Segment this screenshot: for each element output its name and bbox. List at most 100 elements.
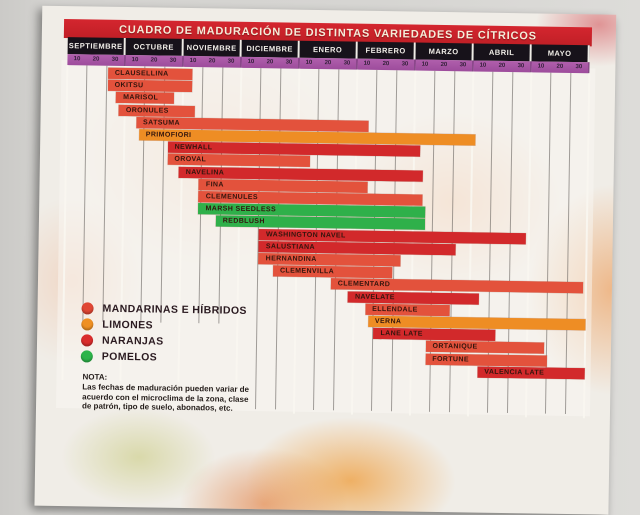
month-header-enero: ENERO [299, 40, 358, 59]
day-tick-label: 10 [131, 57, 139, 64]
legend-label: MANDARINAS E HÍBRIDOS [102, 302, 247, 317]
tick-cell-abril: 10 20 30 [473, 60, 532, 73]
bar-label: CLAUSELLINA [114, 69, 169, 78]
bar-ortanique: ORTANIQUE [425, 341, 545, 355]
bar-clausellina: CLAUSELLINA [107, 67, 193, 81]
legend-color-dot [80, 350, 93, 363]
bar-lane-late: LANE LATE [373, 328, 496, 342]
day-tick-label: 30 [285, 59, 293, 66]
month-header-mayo: MAYO [531, 44, 590, 63]
bar-label: CLEMENULES [205, 193, 259, 202]
bar-label: PRIMOFIORI [145, 131, 192, 140]
bar-ellendale: ELLENDALE [365, 303, 450, 316]
bar-label: VALENCIA LATE [484, 368, 545, 377]
bar-label: VERNA [374, 317, 402, 326]
day-tick-label: 20 [150, 57, 158, 64]
legend-label: POMELOS [101, 350, 158, 364]
tick-cell-octubre: 10 20 30 [125, 55, 184, 67]
month-header-febrero: FEBRERO [357, 41, 416, 60]
day-tick-label: 30 [227, 58, 235, 65]
month-label: ENERO [312, 44, 343, 55]
bar-label: ORONULES [125, 106, 169, 115]
bar-oroval: OROVAL [167, 154, 310, 168]
legend: MANDARINAS E HÍBRIDOS LIMONES NARANJAS POME… [80, 302, 247, 369]
bar-navelate: NAVELATE [347, 291, 479, 305]
bar-label: SATSUMA [143, 119, 181, 127]
legend-color-dot [81, 302, 94, 315]
bar-label: MARSH SEEDLESS [205, 205, 277, 214]
day-tick-label: 30 [401, 61, 409, 68]
poster: CUADRO DE MADURACIÓN DE DISTINTAS VARIED… [34, 5, 617, 515]
note-line: de patrón, tipo de suelo, abonados, etc. [81, 401, 233, 413]
month-label: ABRIL [488, 47, 515, 58]
bar-fortune: FORTUNE [425, 353, 548, 367]
bar-hernandina: HERNANDINA [258, 253, 401, 267]
tick-cell-marzo: 10 20 30 [415, 59, 474, 72]
legend-item-mandarinas: MANDARINAS E HÍBRIDOS [81, 302, 247, 317]
bar-label: LANE LATE [380, 330, 423, 338]
day-tick-label: 10 [247, 58, 255, 66]
legend-color-dot [81, 318, 94, 331]
bar-valencia-late: VALENCIA LATE [477, 366, 585, 380]
legend-item-naranjas: NARANJAS [80, 334, 246, 349]
day-tick-label: 20 [324, 60, 332, 67]
day-tick-label: 10 [363, 60, 371, 67]
month-header-noviembre: NOVIEMBRE [183, 38, 242, 57]
bar-label: MARISOL [123, 94, 159, 102]
day-tick-label: 10 [479, 62, 487, 69]
bar-label: REDBLUSH [222, 217, 265, 226]
month-label: NOVIEMBRE [186, 42, 237, 53]
day-tick-label: 30 [169, 57, 177, 64]
month-label: MAYO [547, 48, 572, 59]
bar-oronules: ORONULES [118, 104, 195, 117]
month-header-diciembre: DICIEMBRE [241, 39, 300, 58]
month-label: OCTUBRE [133, 42, 175, 52]
day-tick-label: 20 [382, 61, 390, 68]
day-tick-label: 10 [305, 59, 313, 66]
day-tick-label: 20 [208, 58, 216, 65]
bar-label: WASHINGTON NAVEL [265, 230, 346, 240]
day-tick-label: 30 [575, 64, 583, 71]
day-tick-label: 30 [517, 63, 525, 70]
bar-label: CLEMENTARD [337, 280, 391, 289]
legend-color-dot [80, 334, 94, 347]
bar-label: ELLENDALE [372, 305, 418, 314]
tick-cell-febrero: 10 20 30 [357, 58, 416, 71]
bar-label: NEWHALL [174, 143, 213, 152]
bar-label: ORTANIQUE [432, 343, 478, 351]
day-tick-label: 10 [73, 56, 81, 63]
month-header-octubre: OCTUBRE [125, 38, 184, 56]
day-tick-label: 20 [92, 56, 100, 63]
legend-item-pomelos: POMELOS [80, 350, 246, 365]
day-tick-label: 30 [111, 56, 119, 63]
day-tick-label: 30 [459, 62, 467, 69]
note-block: NOTA: Las fechas de maduración pueden va… [82, 372, 249, 413]
bar-label: OKITSU [114, 82, 144, 90]
bar-label: NAVELINA [185, 168, 225, 177]
bar-label: HERNANDINA [265, 255, 317, 264]
bar-label: FORTUNE [432, 355, 470, 364]
bar-label: NAVELATE [354, 293, 395, 301]
day-tick-label: 30 [343, 60, 351, 67]
month-header-abril: ABRIL [473, 43, 532, 62]
bar-okitsu: OKITSU [107, 79, 192, 93]
month-label: SEPTIEMBRE [68, 41, 123, 51]
bar-label: OROVAL [174, 156, 207, 164]
legend-item-limones: LIMONES [81, 318, 246, 333]
day-tick-label: 20 [498, 62, 506, 69]
maturation-bars: CLAUSELLINA OKITSU MARISOL ORONULES SATSUMA P… [42, 6, 616, 380]
tick-cell-septiembre: 10 20 30 [67, 54, 126, 67]
day-tick-label: 10 [537, 63, 545, 70]
day-tick-label: 10 [421, 61, 429, 68]
month-header-septiembre: SEPTIEMBRE [67, 37, 126, 56]
gridlines [42, 6, 616, 419]
bar-label: SALUSTIANA [265, 243, 316, 251]
bar-clemenvilla: CLEMENVILLA [272, 265, 392, 279]
tick-cell-diciembre: 10 20 30 [241, 56, 300, 69]
month-header-marzo: MARZO [415, 42, 474, 61]
tick-cell-enero: 10 20 30 [299, 57, 358, 70]
day-tick-label: 20 [556, 63, 564, 70]
month-label: MARZO [428, 46, 459, 57]
month-label: DICIEMBRE [246, 43, 294, 54]
